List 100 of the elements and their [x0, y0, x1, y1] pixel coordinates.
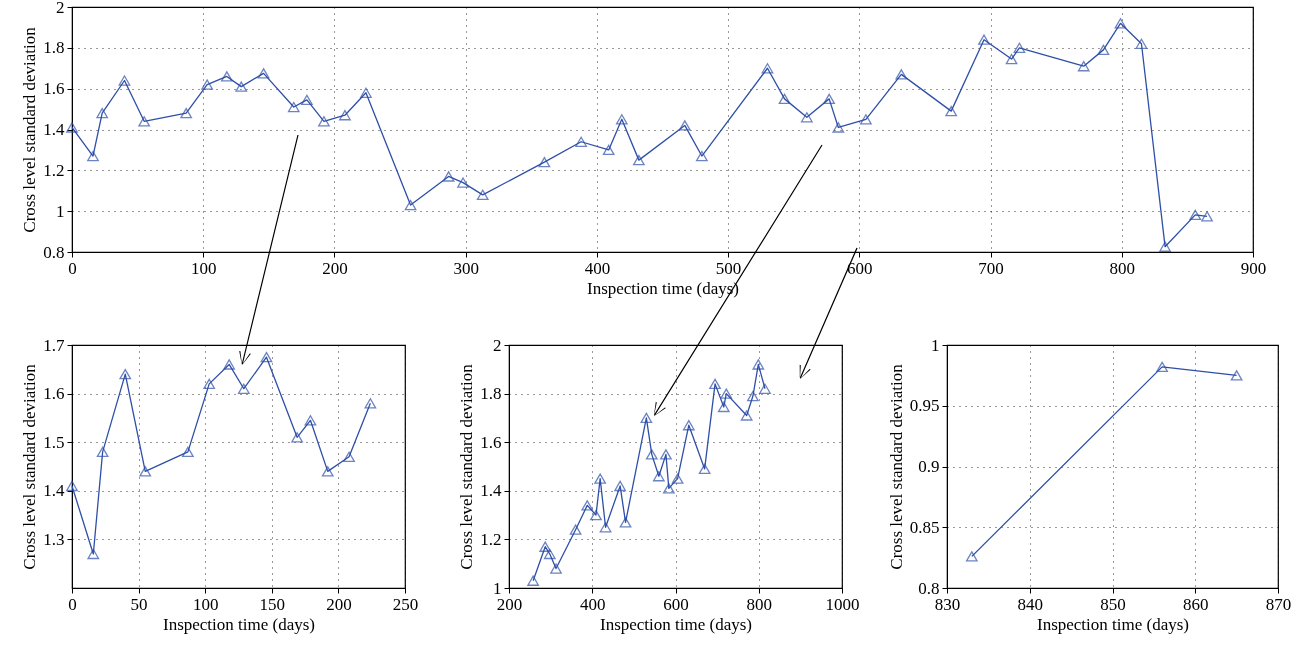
x-tick-label: 600	[847, 258, 873, 278]
x-tick-label: 500	[715, 258, 742, 278]
y-tick-label: 1.7	[43, 335, 65, 355]
point	[720, 388, 733, 399]
y-tick-label: 2	[56, 0, 65, 17]
point	[550, 563, 562, 574]
x-tick-label: 100	[190, 258, 217, 278]
x-tick-label: 400	[580, 594, 606, 614]
point	[66, 480, 78, 492]
point	[698, 463, 711, 475]
point	[717, 401, 730, 413]
point	[1189, 209, 1202, 221]
point	[594, 473, 607, 484]
point	[203, 378, 216, 390]
point	[181, 446, 194, 458]
point	[364, 398, 377, 409]
x-tick-label: 840	[1017, 594, 1043, 614]
point	[1135, 38, 1148, 49]
point	[118, 75, 131, 86]
point	[695, 150, 708, 162]
y-tick-label: 1.6	[43, 79, 65, 99]
point	[538, 156, 551, 168]
x-tick-label: 870	[1265, 594, 1292, 614]
point	[678, 120, 691, 131]
point	[404, 199, 417, 211]
x-tick-label: 1000	[825, 594, 860, 614]
point	[96, 107, 109, 119]
x-tick-label: 0	[68, 258, 77, 278]
y-tick-label: 1.6	[43, 384, 65, 404]
point	[632, 154, 645, 166]
point	[138, 116, 151, 127]
point	[965, 551, 978, 562]
x-tick-label: 100	[192, 594, 219, 614]
y-tick-label: 1.2	[480, 529, 502, 549]
point	[96, 446, 109, 458]
point	[761, 63, 774, 74]
point	[1230, 370, 1243, 381]
point	[257, 68, 270, 79]
point	[599, 522, 612, 533]
x-tick-label: 850	[1100, 594, 1126, 614]
point	[1156, 361, 1169, 373]
point	[682, 420, 695, 431]
point	[671, 473, 684, 484]
point	[740, 410, 753, 421]
point	[615, 114, 628, 125]
point	[291, 432, 303, 443]
point	[778, 93, 791, 105]
point	[1077, 61, 1090, 72]
x-tick-label: 860	[1183, 594, 1209, 614]
y-tick-label: 1.4	[480, 481, 502, 501]
x-tick-label: 800	[746, 594, 772, 614]
x-tick-label: 200	[326, 594, 352, 614]
point	[747, 390, 759, 402]
x-tick-label: 50	[130, 594, 148, 614]
x-tick-label: 400	[584, 258, 611, 278]
point	[614, 480, 627, 492]
point	[575, 136, 588, 147]
point	[360, 87, 372, 98]
point	[945, 105, 958, 117]
point	[139, 466, 152, 477]
point	[590, 509, 602, 521]
x-tick-label: 150	[259, 594, 286, 614]
y-tick-label: 1	[931, 335, 940, 355]
y-tick-label: 0.8	[43, 242, 65, 262]
point	[1201, 211, 1213, 222]
x-tick-label: 0	[68, 594, 77, 614]
y-tick-label: 1	[56, 201, 65, 221]
y-tick-label: 1.5	[43, 432, 65, 452]
y-axis-title: Cross level standard deviation	[886, 363, 906, 570]
y-tick-label: 1.3	[43, 529, 65, 549]
y-tick-label: 1.4	[43, 120, 65, 139]
x-tick-label: 900	[1240, 258, 1267, 278]
point	[442, 171, 455, 182]
point	[543, 548, 556, 560]
x-tick-label: 250	[392, 594, 419, 614]
y-tick-label: 0.9	[918, 457, 940, 476]
x-tick-label: 700	[978, 258, 1004, 278]
point	[823, 93, 836, 105]
y-tick-label: 0.95	[909, 396, 940, 416]
x-axis-title: Inspection time (days)	[162, 614, 316, 634]
point	[201, 79, 214, 90]
x-tick-label: 800	[1109, 258, 1136, 278]
point	[287, 101, 300, 113]
point	[87, 150, 99, 162]
point	[978, 34, 990, 45]
point	[304, 415, 317, 426]
point	[1159, 241, 1171, 252]
point	[476, 189, 489, 201]
point	[180, 107, 193, 119]
point	[119, 368, 132, 380]
point	[237, 383, 250, 394]
y-axis-title: Cross level standard deviation	[20, 26, 40, 233]
point	[602, 144, 615, 156]
x-axis-title: Inspection time (days)	[599, 614, 753, 634]
point	[527, 575, 540, 586]
point	[300, 94, 313, 106]
point	[339, 110, 351, 121]
point	[1013, 42, 1026, 54]
point	[569, 524, 582, 535]
point	[318, 116, 330, 127]
